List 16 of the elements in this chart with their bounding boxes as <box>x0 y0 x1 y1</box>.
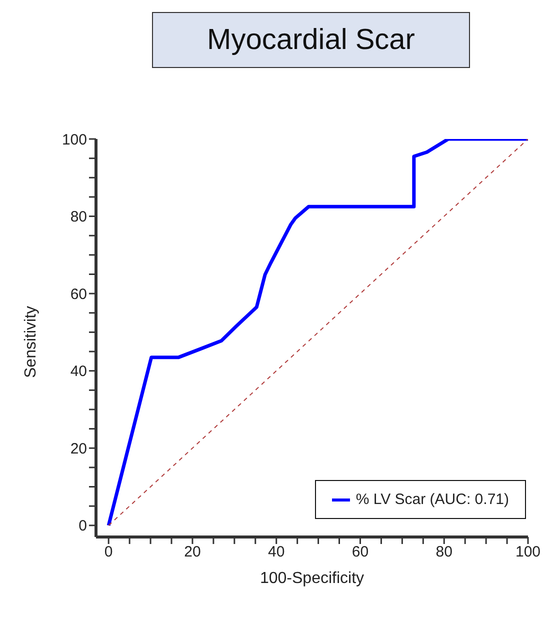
y-tick-label: 0 <box>78 518 87 535</box>
y-tick-label: 40 <box>70 363 87 380</box>
y-axis-title: Sensitivity <box>22 306 40 378</box>
x-tick-label: 100 <box>515 544 541 561</box>
x-axis-title: 100-Specificity <box>260 570 364 587</box>
x-tick-label: 60 <box>352 544 369 561</box>
x-tick-label: 80 <box>436 544 452 561</box>
x-tick-label: 0 <box>104 544 113 561</box>
x-tick-label: 20 <box>184 544 201 561</box>
y-tick-label: 80 <box>70 208 87 226</box>
y-tick-label: 60 <box>70 286 87 303</box>
y-tick-label: 100 <box>62 131 87 148</box>
x-tick-label: 40 <box>268 544 285 561</box>
y-tick-label: 20 <box>70 440 87 458</box>
chart-title: Myocardial Scar <box>152 12 470 68</box>
legend-label: % LV Scar (AUC: 0.71) <box>354 491 509 508</box>
